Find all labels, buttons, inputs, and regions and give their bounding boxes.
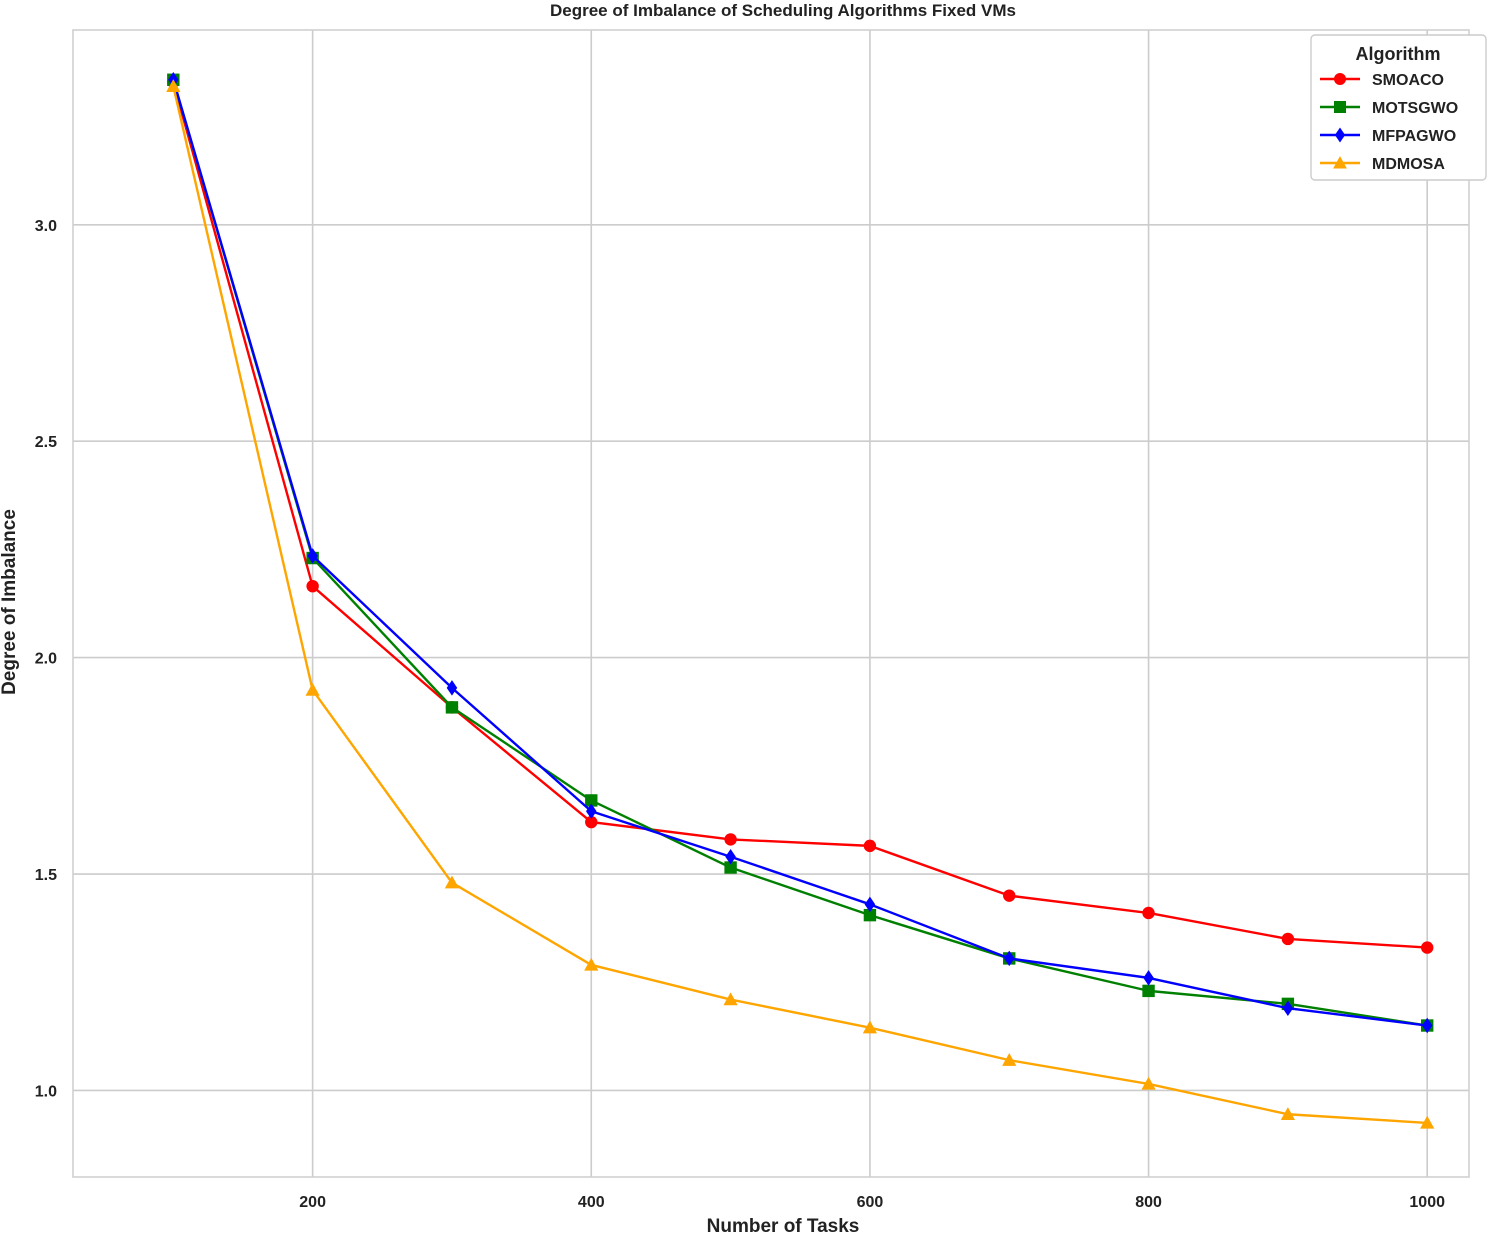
data-point bbox=[1142, 906, 1155, 920]
series-mfpagwo bbox=[168, 72, 1433, 1034]
legend-title: Algorithm bbox=[1356, 44, 1441, 64]
legend-item: SMOACO bbox=[1320, 72, 1444, 89]
data-point bbox=[306, 579, 319, 593]
plot-area-frame bbox=[72, 29, 1470, 1178]
data-point bbox=[1143, 970, 1154, 986]
x-tick-label: 600 bbox=[857, 1194, 884, 1211]
x-axis-label: Number of Tasks bbox=[707, 1216, 860, 1235]
y-axis-ticks: 1.0 1.5 2.0 2.5 3.0 bbox=[35, 218, 57, 1101]
y-tick-label: 1.0 bbox=[35, 1083, 57, 1100]
series-line bbox=[172, 81, 1428, 949]
data-point bbox=[723, 992, 738, 1006]
x-tick-label: 200 bbox=[299, 1194, 326, 1211]
legend-label: MOTSGWO bbox=[1372, 100, 1458, 117]
data-point bbox=[724, 861, 737, 874]
x-axis-ticks: 200 400 600 800 1000 bbox=[299, 1194, 1445, 1211]
y-tick-label: 2.5 bbox=[35, 434, 57, 451]
x-tick-label: 400 bbox=[578, 1194, 605, 1211]
y-tick-label: 2.0 bbox=[35, 651, 57, 668]
series-mdmosa bbox=[166, 79, 1435, 1129]
data-point bbox=[864, 896, 876, 913]
data-point bbox=[1142, 984, 1155, 998]
data-point bbox=[1003, 950, 1015, 967]
x-tick-label: 800 bbox=[1135, 1194, 1162, 1211]
data-point bbox=[1281, 932, 1295, 946]
legend: Algorithm SMOACO MOTSGWO MFPAGWO MDMOSA bbox=[1310, 34, 1487, 181]
series-line bbox=[172, 79, 1428, 1027]
data-point bbox=[862, 1020, 878, 1034]
legend-item: MFPAGWO bbox=[1320, 127, 1456, 145]
series-line bbox=[172, 86, 1428, 1125]
legend-marker bbox=[1334, 127, 1346, 143]
data-point bbox=[863, 839, 877, 853]
data-point bbox=[1420, 1115, 1435, 1129]
legend-label: MDMOSA bbox=[1372, 156, 1445, 173]
data-point bbox=[584, 957, 599, 971]
data-point bbox=[1421, 1017, 1433, 1034]
legend-item: MOTSGWO bbox=[1320, 100, 1458, 117]
y-tick-label: 1.5 bbox=[35, 867, 57, 884]
grid bbox=[73, 30, 1469, 1177]
data-point bbox=[1282, 1000, 1294, 1016]
data-point bbox=[1002, 1053, 1017, 1066]
data-point bbox=[1003, 889, 1016, 902]
legend-label: MFPAGWO bbox=[1372, 128, 1456, 145]
y-axis-label: Degree of Imbalance bbox=[0, 509, 20, 695]
data-point bbox=[863, 908, 877, 922]
data-point bbox=[444, 875, 460, 889]
legend-marker bbox=[1334, 101, 1346, 113]
data-point bbox=[586, 803, 597, 820]
legend-box bbox=[1310, 34, 1487, 181]
series-line bbox=[172, 79, 1428, 1027]
legend-marker bbox=[1333, 156, 1347, 169]
data-point bbox=[446, 680, 458, 696]
legend-item: MDMOSA bbox=[1320, 156, 1445, 173]
data-point bbox=[445, 701, 459, 714]
data-point bbox=[724, 833, 737, 846]
legend-marker bbox=[1334, 73, 1346, 85]
data-point bbox=[725, 848, 736, 865]
legend-items: SMOACO MOTSGWO MFPAGWO MDMOSA bbox=[1320, 72, 1458, 173]
data-point bbox=[585, 815, 598, 829]
data-point bbox=[1141, 1076, 1156, 1090]
data-point bbox=[166, 79, 181, 92]
data-point bbox=[585, 794, 598, 807]
data-point bbox=[1421, 941, 1434, 954]
data-point bbox=[307, 548, 318, 564]
x-tick-label: 1000 bbox=[1409, 1194, 1445, 1211]
data-point bbox=[1280, 1107, 1296, 1120]
data-point bbox=[305, 682, 320, 696]
series-group bbox=[166, 72, 1435, 1129]
chart-title: Degree of Imbalance of Scheduling Algori… bbox=[550, 1, 1016, 20]
y-tick-label: 3.0 bbox=[35, 218, 57, 235]
legend-label: SMOACO bbox=[1372, 72, 1444, 89]
